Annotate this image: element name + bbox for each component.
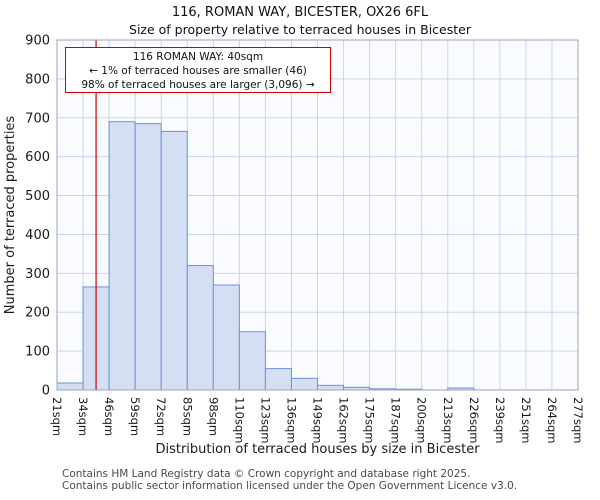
y-tick-label: 200 bbox=[25, 306, 50, 321]
x-tick-label: 123sqm bbox=[258, 397, 272, 443]
bar-98sqm bbox=[212, 284, 240, 391]
bar-46sqm bbox=[108, 121, 136, 391]
x-tick-label: 162sqm bbox=[337, 397, 351, 443]
bar-72sqm bbox=[160, 130, 188, 391]
x-tick-label: 21sqm bbox=[50, 397, 64, 436]
chart-subtitle: Size of property relative to terraced ho… bbox=[129, 22, 471, 37]
y-tick-label: 400 bbox=[25, 228, 50, 243]
bar-85sqm bbox=[186, 265, 214, 391]
footer-attribution-line1: Contains HM Land Registry data © Crown c… bbox=[62, 468, 471, 480]
chart-title: 116, ROMAN WAY, BICESTER, OX26 6FL bbox=[171, 5, 429, 20]
x-tick-label: 34sqm bbox=[76, 397, 90, 436]
x-tick-label: 110sqm bbox=[232, 397, 246, 443]
y-tick-label: 700 bbox=[25, 111, 50, 126]
x-tick-label: 277sqm bbox=[571, 397, 585, 443]
property-annotation-box: 116 ROMAN WAY: 40sqm ← 1% of terraced ho… bbox=[65, 47, 331, 93]
x-tick-label: 136sqm bbox=[284, 397, 298, 443]
x-tick-label: 213sqm bbox=[441, 397, 455, 443]
x-axis-label: Distribution of terraced houses by size … bbox=[155, 442, 480, 457]
x-tick-label: 46sqm bbox=[102, 397, 116, 436]
bar-59sqm bbox=[134, 123, 162, 391]
x-tick-label: 72sqm bbox=[154, 397, 168, 436]
y-tick-label: 900 bbox=[25, 34, 50, 49]
bar-110sqm bbox=[238, 331, 266, 391]
annotation-larger-line: 98% of terraced houses are larger (3,096… bbox=[81, 79, 315, 91]
y-tick-label: 600 bbox=[25, 150, 50, 165]
x-tick-label: 149sqm bbox=[311, 397, 325, 443]
y-tick-label: 300 bbox=[25, 267, 50, 282]
y-tick-label: 800 bbox=[25, 72, 50, 87]
x-tick-label: 239sqm bbox=[493, 397, 507, 443]
footer-attribution: Contains HM Land Registry data © Crown c… bbox=[62, 468, 592, 492]
x-tick-label: 226sqm bbox=[467, 397, 481, 443]
bar-123sqm bbox=[264, 368, 292, 391]
y-tick-label: 100 bbox=[25, 345, 50, 360]
footer-attribution-line2: Contains public sector information licen… bbox=[62, 479, 518, 492]
plot-border bbox=[56, 39, 579, 391]
x-tick-label: 264sqm bbox=[545, 397, 559, 443]
bar-21sqm bbox=[56, 382, 84, 391]
x-tick-label: 175sqm bbox=[363, 397, 377, 443]
y-axis-label: Number of terraced properties bbox=[3, 116, 18, 315]
annotation-smaller-line: ← 1% of terraced houses are smaller (46) bbox=[89, 65, 307, 77]
x-tick-label: 200sqm bbox=[415, 397, 429, 443]
bar-136sqm bbox=[290, 377, 319, 391]
x-tick-label: 98sqm bbox=[206, 397, 220, 436]
x-tick-label: 251sqm bbox=[519, 397, 533, 443]
annotation-property-line: 116 ROMAN WAY: 40sqm bbox=[132, 51, 264, 63]
x-tick-label: 187sqm bbox=[389, 397, 403, 443]
y-tick-label: 500 bbox=[25, 189, 50, 204]
bar-149sqm bbox=[317, 384, 345, 391]
y-tick-label: 0 bbox=[42, 384, 50, 399]
x-tick-label: 85sqm bbox=[180, 397, 194, 436]
x-tick-label: 59sqm bbox=[128, 397, 142, 436]
histogram-plot: 0 100 200 300 400 500 600 700 800 900 21sqm 34sqm 46… bbox=[3, 34, 585, 458]
